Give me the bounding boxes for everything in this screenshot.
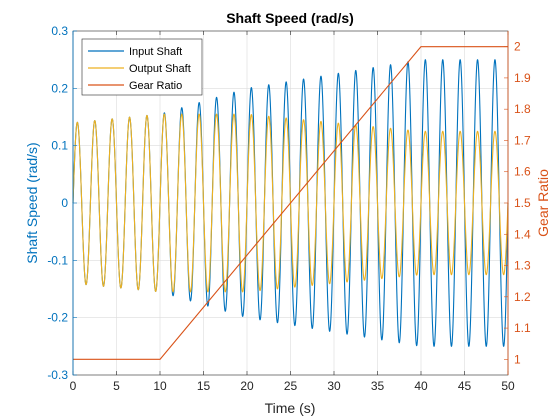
y-left-tick-label: 0.1 — [51, 139, 68, 153]
y-right-tick-label: 1.3 — [514, 259, 531, 273]
legend-label-input-shaft: Input Shaft — [129, 46, 182, 58]
legend-box — [81, 38, 203, 96]
x-tick-label: 20 — [240, 379, 254, 393]
y-right-tick-label: 1.8 — [514, 102, 531, 116]
x-tick-label: 0 — [70, 379, 77, 393]
y-right-tick-label: 1.1 — [514, 321, 531, 335]
y-left-tick-label: 0 — [61, 196, 68, 210]
y-right-tick-label: 2 — [514, 40, 521, 54]
legend-item-gear-ratio: Gear Ratio — [88, 80, 182, 92]
legend-label-gear-ratio: Gear Ratio — [129, 80, 182, 92]
legend-label-output-shaft: Output Shaft — [129, 63, 191, 75]
y-axis-left-label: Shaft Speed (rad/s) — [24, 142, 40, 263]
legend: Input Shaft Output Shaft Gear Ratio — [81, 38, 203, 96]
y-left-tick-label: -0.1 — [47, 253, 68, 267]
x-axis-label: Time (s) — [265, 400, 316, 416]
x-tick-label: 35 — [371, 379, 385, 393]
legend-item-output-shaft: Output Shaft — [88, 63, 191, 75]
x-tick-label: 15 — [197, 379, 211, 393]
y-left-tick-label: -0.3 — [47, 368, 68, 382]
y-right-tick-label: 1.5 — [514, 196, 531, 210]
x-tick-label: 10 — [153, 379, 167, 393]
series-line-gear-ratio — [73, 46, 508, 360]
y-right-tick-label: 1.6 — [514, 165, 531, 179]
axes: 0 5 10 15 20 25 30 35 40 45 50 -0.3 -0.2 -0.1 0 0.1 0.2 0… — [47, 24, 531, 393]
y-left-tick-label: 0.2 — [51, 81, 68, 95]
x-tick-label: 40 — [414, 379, 428, 393]
y-right-tick-label: 1 — [514, 352, 521, 366]
x-tick-label: 30 — [327, 379, 341, 393]
series-group — [72, 46, 509, 360]
x-tick-label: 25 — [284, 379, 298, 393]
y-right-tick-label: 1.9 — [514, 71, 531, 85]
y-right-tick-label: 1.2 — [514, 290, 531, 304]
y-right-tick-label: 1.7 — [514, 133, 531, 147]
y-right-tick-label: 1.4 — [514, 227, 531, 241]
x-tick-label: 45 — [458, 379, 472, 393]
x-tick-label: 50 — [501, 379, 515, 393]
legend-item-input-shaft: Input Shaft — [88, 46, 182, 58]
y-left-tick-label: 0.3 — [51, 24, 68, 38]
y-left-tick-label: -0.2 — [47, 311, 68, 325]
x-tick-label: 5 — [113, 379, 120, 393]
y-axis-right-label: Gear Ratio — [535, 169, 551, 237]
chart-title: Shaft Speed (rad/s) — [226, 10, 354, 26]
